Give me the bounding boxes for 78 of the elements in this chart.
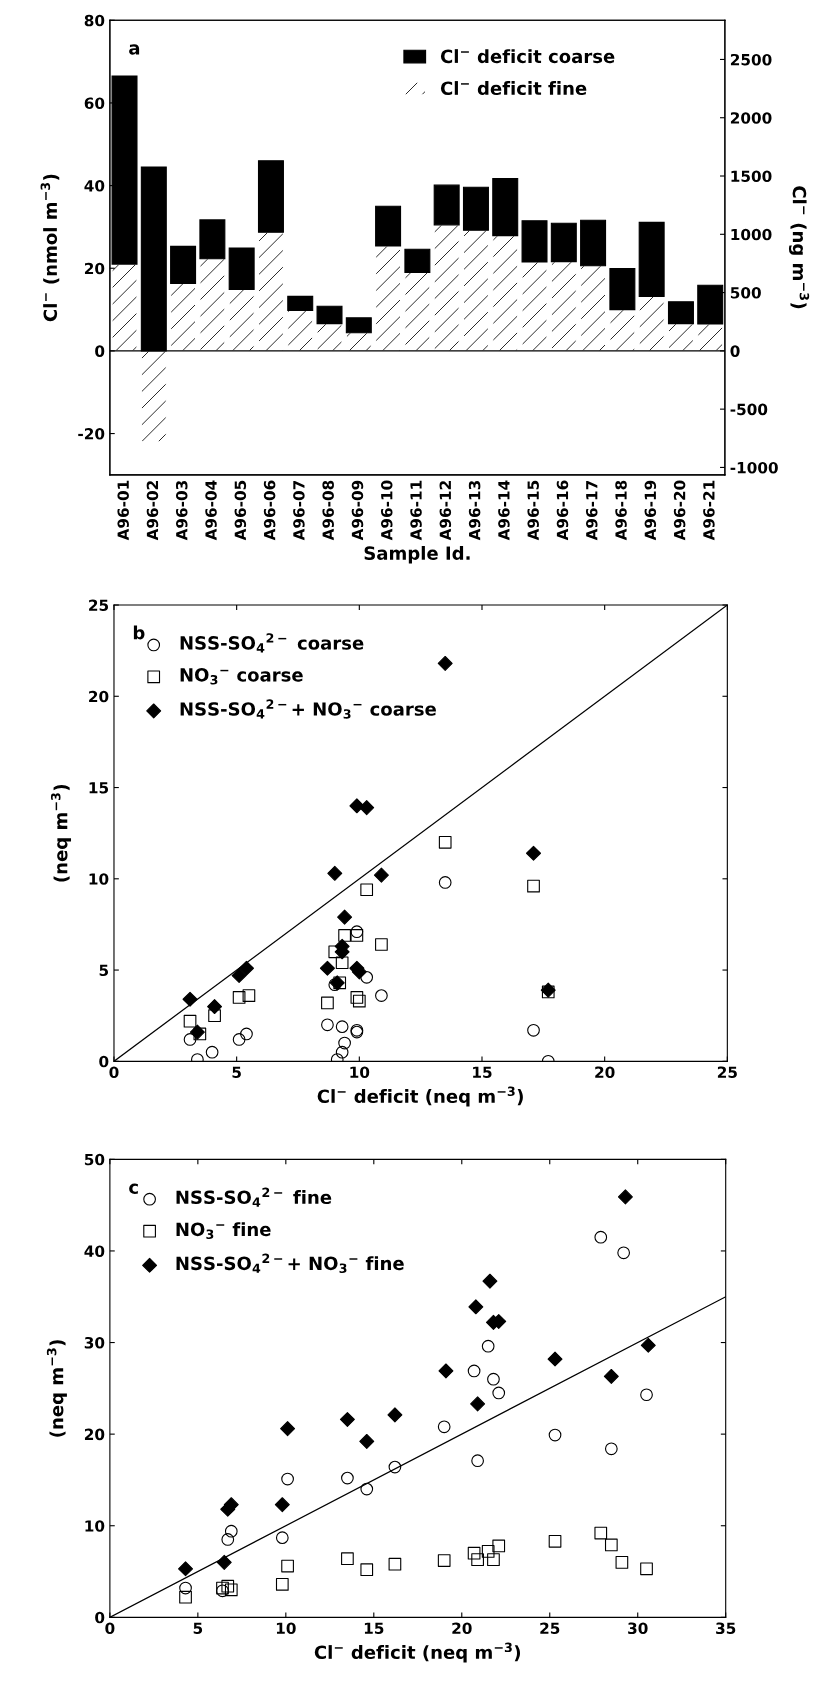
x-tick-label: A96-13 — [468, 480, 481, 541]
y-axis-title: (neq m$^{−3}$) — [46, 1340, 67, 1437]
annotation: c — [129, 1183, 138, 1194]
legend-label: Cl$^{−}$ deficit coarse — [440, 49, 615, 64]
y-tick-label: 40 — [84, 180, 105, 192]
x-tick-label: A96-01 — [117, 480, 129, 541]
legend-label: NO$_{3}$$^{−}$ fine — [176, 1222, 271, 1240]
x-axis-title: Sample Id. — [364, 545, 470, 564]
x-tick-label: A96-04 — [205, 480, 217, 541]
y-tick-label: 30 — [84, 1337, 105, 1349]
x-tick-label: 20 — [595, 1066, 615, 1079]
x-tick-label: A96-07 — [293, 480, 305, 541]
x-tick-label: 5 — [232, 1066, 241, 1079]
x-tick-label: A96-15 — [527, 480, 539, 541]
y2-tick-label: 2000 — [730, 112, 772, 124]
legend-label: NSS-SO$_{4}$$^{2−}$ coarse — [180, 633, 364, 653]
x-tick-label: 20 — [452, 1622, 472, 1635]
y2-tick-label: 500 — [730, 287, 761, 299]
y-tick-label: 20 — [84, 262, 105, 275]
y-tick-label: 50 — [84, 1153, 105, 1166]
x-tick-label: A96-21 — [703, 480, 715, 541]
x-tick-label: 10 — [350, 1066, 370, 1079]
y-tick-label: 60 — [84, 97, 105, 109]
y-tick-label: 10 — [85, 1520, 105, 1532]
y2-tick-label: 2500 — [730, 53, 772, 66]
y-axis-title: Cl$^{−}$ (nmol m$^{−3}$) — [40, 174, 60, 322]
x-tick-label: 5 — [193, 1622, 203, 1635]
y2-tick-label: 0 — [730, 345, 740, 357]
x-tick-label: 15 — [364, 1622, 384, 1635]
x-tick-label: A96-11 — [410, 480, 422, 541]
x-axis-title: Cl$^{−}$ deficit (neq m$^{−3}$) — [317, 1086, 523, 1107]
y-tick-label: -20 — [78, 428, 105, 440]
x-tick-label: A96-09 — [351, 480, 364, 541]
x-tick-label: A96-02 — [146, 481, 159, 541]
x-tick-label: A96-08 — [322, 480, 334, 541]
y-tick-label: 80 — [84, 14, 105, 27]
x-axis-title: Cl$^{−}$ deficit (neq m$^{−3}$) — [314, 1642, 521, 1663]
x-tick-label: A96-05 — [234, 480, 247, 541]
y-tick-label: 10 — [89, 873, 109, 885]
x-tick-label: 10 — [276, 1622, 296, 1635]
y-axis-title: (neq m$^{−3}$) — [50, 784, 72, 882]
y2-axis-title: Cl$^{−}$ (ng m$^{−3}$) — [788, 186, 810, 309]
x-tick-label: A96-12 — [439, 481, 452, 541]
x-tick-label: A96-20 — [673, 480, 686, 541]
x-tick-label: A96-10 — [380, 480, 393, 541]
y-tick-label: 15 — [89, 782, 109, 794]
y-tick-label: 0 — [95, 1611, 105, 1624]
x-tick-label: A96-16 — [556, 480, 569, 541]
y2-tick-label: -1000 — [730, 461, 778, 474]
x-tick-label: A96-17 — [585, 480, 598, 541]
legend-label: NSS-SO$_{4}$$^{2−}$ fine — [176, 1187, 332, 1207]
y-tick-label: 20 — [84, 1428, 105, 1441]
y2-tick-label: 1500 — [731, 170, 772, 183]
y2-tick-label: -500 — [730, 403, 768, 416]
x-tick-label: 0 — [109, 1066, 119, 1079]
y-tick-label: 20 — [89, 690, 109, 703]
annotation: b — [133, 625, 145, 640]
y-tick-label: 40 — [84, 1245, 105, 1257]
y-tick-label: 25 — [89, 599, 109, 612]
x-tick-label: A96-03 — [175, 480, 188, 541]
x-tick-label: 25 — [540, 1622, 560, 1635]
y-tick-label: 0 — [99, 1055, 109, 1068]
legend-label: Cl$^{−}$ deficit fine — [440, 81, 587, 96]
legend-label: NSS-SO$_{4}$$^{2−}$+ NO$_{3}$$^{−}$ coarse — [180, 699, 436, 719]
x-tick-label: A96-06 — [263, 480, 276, 541]
y-tick-label: 0 — [95, 345, 105, 357]
legend-label: NSS-SO$_{4}$$^{2−}$+ NO$_{3}$$^{−}$ fine — [176, 1253, 404, 1274]
legend-label: NO$_{3}$$^{−}$ coarse — [180, 668, 303, 685]
x-tick-label: 35 — [716, 1622, 736, 1635]
x-tick-label: 15 — [473, 1066, 492, 1079]
x-tick-label: A96-18 — [615, 480, 627, 541]
x-tick-label: A96-14 — [498, 480, 510, 541]
x-tick-label: A96-19 — [644, 480, 657, 541]
annotation: a — [129, 44, 140, 55]
x-tick-label: 30 — [628, 1622, 648, 1635]
y2-tick-label: 1000 — [731, 228, 772, 241]
y-tick-label: 5 — [99, 964, 109, 977]
x-tick-label: 25 — [717, 1066, 737, 1079]
